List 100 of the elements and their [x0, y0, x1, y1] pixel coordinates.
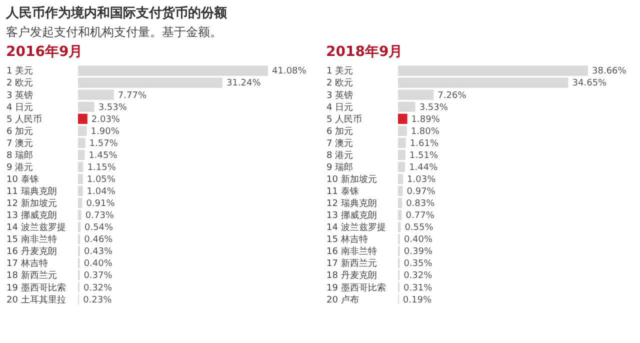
y-tick-label: 7 澳元 — [326, 138, 354, 149]
bar — [78, 114, 88, 124]
y-tick-label: 7 澳元 — [6, 138, 34, 149]
y-tick-label: 3 英镑 — [6, 90, 34, 101]
y-tick-label: 6 加元 — [326, 126, 354, 137]
bar — [78, 210, 82, 220]
y-tick-label: 14 波兰兹罗提 — [6, 222, 66, 234]
data-label: 1.04% — [86, 187, 116, 198]
y-tick-label: 20 卢布 — [326, 294, 359, 306]
data-label: 1.15% — [87, 162, 116, 173]
data-label: 7.26% — [438, 90, 467, 101]
data-label: 3.53% — [419, 102, 448, 113]
y-tick-label: 15 林吉特 — [326, 234, 368, 246]
bar — [398, 198, 402, 208]
y-tick-label: 16 南非兰特 — [326, 246, 377, 258]
bar — [398, 162, 406, 172]
data-label: 0.46% — [84, 235, 114, 246]
y-tick-label: 17 新西兰元 — [326, 258, 377, 270]
chart-title: 2016年9月 — [6, 44, 83, 60]
data-label: 1.45% — [88, 150, 118, 161]
chart-title: 2018年9月 — [326, 44, 403, 60]
data-label: 0.37% — [84, 271, 113, 282]
y-tick-label: 11 泰铢 — [326, 186, 359, 198]
y-tick-label: 12 新加坡元 — [6, 198, 57, 210]
data-label: 0.39% — [404, 247, 433, 258]
y-tick-label: 4 日元 — [326, 102, 354, 113]
data-label: 1.57% — [89, 138, 118, 149]
text: 客户发起支付和机构支付量。基于金额。 — [6, 24, 223, 41]
bar — [78, 198, 82, 208]
bar — [398, 222, 401, 232]
bar — [398, 174, 404, 184]
data-label: 7.77% — [118, 90, 147, 101]
y-tick-label: 17 林吉特 — [6, 258, 48, 270]
y-tick-label: 8 港元 — [326, 150, 354, 161]
data-label: 34.65% — [572, 78, 608, 89]
bar — [78, 186, 83, 196]
y-tick-label: 18 丹麦克朗 — [326, 270, 377, 282]
y-tick-label: 6 加元 — [6, 126, 34, 137]
data-label: 0.32% — [83, 283, 113, 294]
y-tick-label: 11 瑞典克朗 — [6, 186, 57, 198]
data-label: 1.61% — [410, 138, 439, 149]
bar — [78, 174, 83, 184]
bar — [78, 150, 85, 160]
data-label: 2.03% — [91, 114, 120, 125]
y-tick-label: 13 挪威克朗 — [326, 210, 377, 222]
data-label: 0.83% — [406, 199, 436, 210]
bar — [398, 210, 402, 220]
y-tick-label: 14 波兰兹罗提 — [326, 222, 386, 234]
data-label: 0.32% — [404, 271, 433, 282]
bar — [78, 138, 86, 148]
data-label: 41.08% — [272, 66, 307, 77]
data-label: 1.03% — [407, 174, 436, 185]
data-label: 31.24% — [226, 78, 262, 89]
data-label: 0.35% — [404, 259, 433, 270]
data-label: 1.80% — [410, 126, 440, 137]
y-tick-label: 15 南非兰特 — [6, 234, 57, 246]
data-label: 0.40% — [404, 235, 434, 246]
y-tick-label: 20 土耳其里拉 — [6, 294, 66, 306]
data-label: 0.77% — [406, 211, 435, 222]
bar — [398, 138, 406, 148]
bar — [398, 114, 408, 124]
y-tick-label: 10 泰铢 — [6, 174, 39, 185]
data-label: 0.73% — [85, 211, 114, 222]
data-label: 0.19% — [402, 295, 432, 306]
bar — [398, 150, 406, 160]
data-label: 0.23% — [83, 295, 112, 306]
bar — [398, 186, 403, 196]
y-tick-label: 8 瑞郎 — [6, 150, 34, 161]
y-tick-label: 4 日元 — [6, 102, 34, 113]
y-tick-label: 10 新加坡元 — [326, 174, 377, 185]
y-tick-label: 1 美元 — [326, 66, 354, 77]
data-label: 1.90% — [90, 126, 120, 137]
data-label: 38.66% — [592, 66, 627, 77]
y-tick-label: 16 丹麦克朗 — [6, 246, 57, 258]
data-label: 0.54% — [84, 223, 114, 234]
y-tick-label: 9 瑞郎 — [326, 162, 354, 173]
data-label: 0.97% — [406, 187, 436, 198]
y-tick-label: 19 墨西哥比索 — [326, 282, 386, 294]
bar — [78, 126, 87, 136]
y-tick-label: 18 新西兰元 — [6, 270, 57, 282]
y-tick-label: 1 美元 — [6, 66, 34, 77]
data-label: 0.55% — [404, 223, 434, 234]
y-tick-label: 5 人民币 — [326, 114, 362, 125]
y-tick-label: 9 港元 — [6, 162, 34, 173]
bar — [78, 162, 84, 172]
y-tick-label: 2 欧元 — [326, 78, 354, 89]
data-label: 1.44% — [409, 162, 438, 173]
data-label: 1.89% — [411, 114, 440, 125]
data-label: 1.05% — [86, 174, 116, 185]
data-label: 0.31% — [404, 283, 433, 294]
y-tick-label: 19 墨西哥比索 — [6, 282, 66, 294]
y-tick-label: 5 人民币 — [6, 114, 42, 125]
y-tick-label: 13 挪威克朗 — [6, 210, 57, 222]
data-label: 3.53% — [98, 102, 128, 113]
data-label: 0.43% — [84, 247, 114, 258]
y-tick-label: 2 欧元 — [6, 78, 34, 89]
data-label: 0.91% — [86, 199, 116, 210]
text: 人民币作为境内和国际支付货币的份额 — [6, 4, 228, 22]
bar — [398, 126, 407, 136]
y-tick-label: 3 英镑 — [326, 90, 354, 101]
